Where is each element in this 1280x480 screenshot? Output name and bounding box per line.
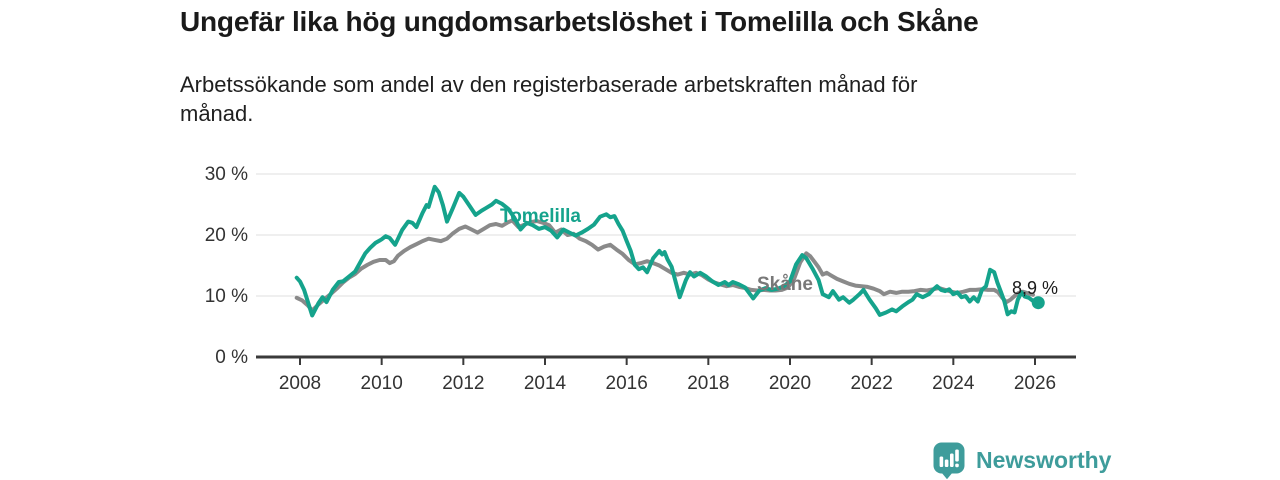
- chart-title: Ungefär lika hög ungdomsarbetslöshet i T…: [180, 6, 979, 37]
- x-axis-tick-label: 2020: [769, 373, 811, 394]
- end-value-label: 8,9 %: [1012, 278, 1058, 298]
- x-axis-tick-label: 2008: [279, 373, 321, 394]
- end-point-dot: [1031, 296, 1045, 310]
- x-axis-tick-label: 2022: [851, 373, 893, 394]
- tomelilla-series-label: Tomelilla: [500, 206, 581, 227]
- tomelilla-line: [294, 184, 1041, 318]
- y-axis-tick-label: 10 %: [205, 286, 248, 307]
- x-axis-tick-label: 2018: [687, 373, 729, 394]
- x-axis-tick-label: 2010: [361, 373, 403, 394]
- y-axis-tick-label: 0 %: [215, 347, 248, 368]
- y-axis-tick-label: 20 %: [205, 225, 248, 246]
- y-axis-tick-label: 30 %: [205, 164, 248, 185]
- x-axis-tick-label: 2024: [932, 373, 975, 394]
- newsworthy-logo-icon: [933, 442, 965, 479]
- chart-subtitle-line-2: månad.: [180, 101, 254, 126]
- chart-subtitle-line-1: Arbetssökande som andel av den registerb…: [180, 72, 918, 97]
- x-axis-tick-label: 2026: [1014, 373, 1056, 394]
- newsworthy-logo-text: Newsworthy: [976, 447, 1112, 473]
- x-axis-tick-label: 2016: [606, 373, 648, 394]
- skane-series-label: Skåne: [757, 274, 813, 295]
- x-axis-tick-label: 2014: [524, 373, 567, 394]
- newsworthy-branding: Newsworthy: [932, 441, 1111, 479]
- x-axis-tick-label: 2012: [442, 373, 484, 394]
- chart-subtitle: Arbetssökande som andel av den registerb…: [180, 70, 1060, 128]
